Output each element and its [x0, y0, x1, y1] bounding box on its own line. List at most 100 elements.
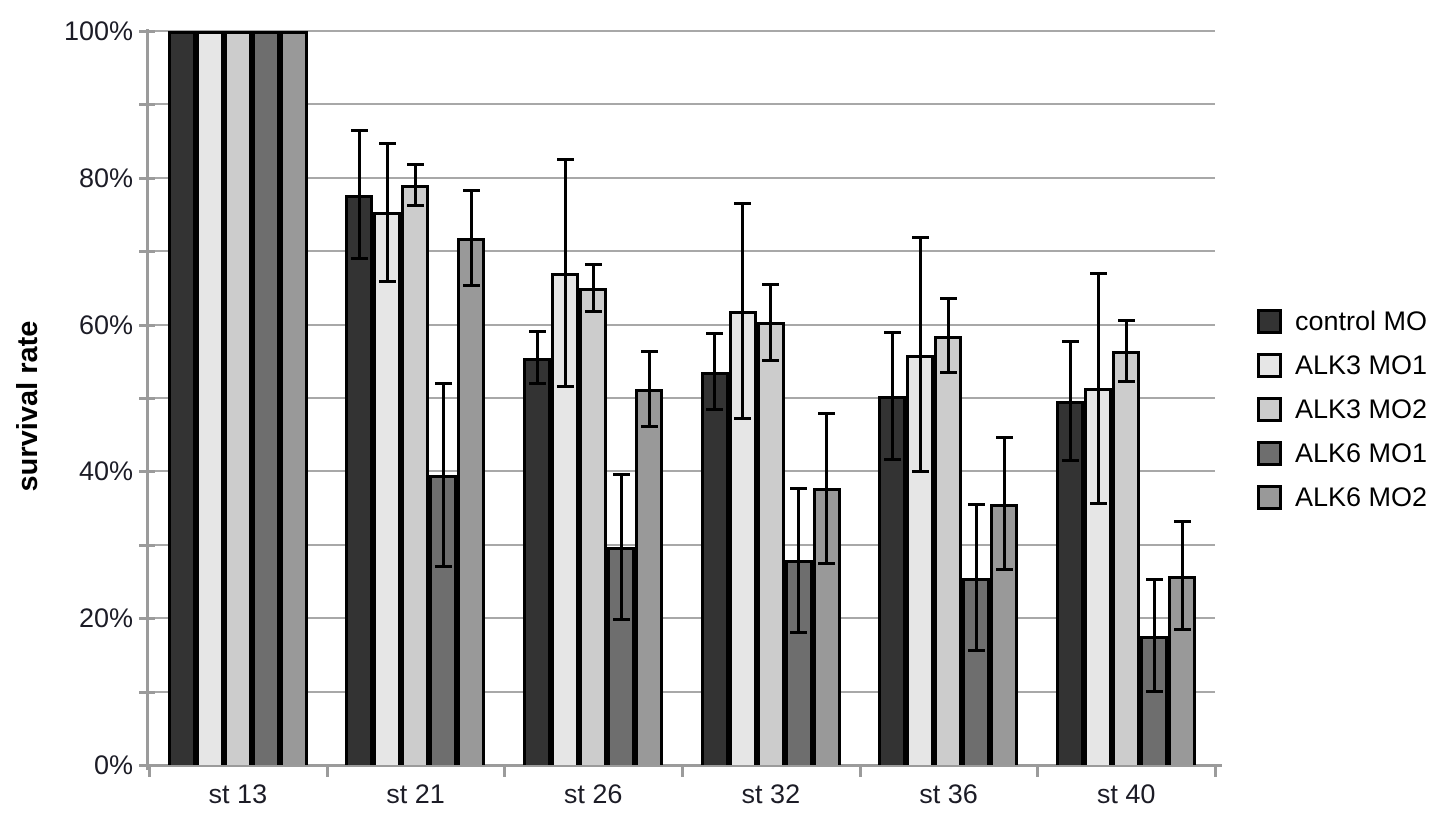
error-bar-cap-top: [1089, 272, 1107, 276]
error-bar-line: [647, 351, 651, 428]
error-bar-line: [974, 504, 978, 652]
error-bar-cap-top: [790, 486, 808, 490]
y-tick-20: [139, 617, 155, 621]
y-tick-label-100%: 100%: [63, 16, 133, 46]
error-bar-cap-top: [1117, 319, 1135, 323]
bar-ALK6-MO1: [251, 31, 280, 765]
legend-label: ALK6 MO2: [1295, 482, 1428, 512]
bar-ALK6-MO2: [635, 389, 664, 765]
error-bar-line: [1124, 320, 1128, 382]
x-tick-4: [858, 765, 862, 777]
y-axis-title: survival rate: [12, 320, 44, 492]
error-bar-cap-bottom: [640, 425, 658, 429]
y-tick-80: [139, 176, 155, 180]
legend-swatch: [1257, 485, 1282, 510]
bar-ALK3-MO2: [934, 335, 963, 765]
error-bar-line: [946, 298, 950, 374]
error-bar-line: [413, 163, 417, 207]
gridline-40: [149, 470, 1215, 473]
error-bar-line: [741, 203, 745, 420]
error-bar-cap-bottom: [1117, 379, 1135, 383]
x-tick-5: [1036, 765, 1040, 777]
bar-control-MO: [700, 371, 729, 765]
error-bar-cap-top: [911, 236, 929, 240]
error-bar-cap-bottom: [350, 257, 368, 261]
error-bar-line: [797, 487, 801, 633]
error-bar-cap-bottom: [967, 649, 985, 653]
y-tick-10: [139, 690, 155, 694]
error-bar-cap-bottom: [584, 310, 602, 314]
error-bar-line: [535, 331, 539, 385]
error-bar-line: [769, 284, 773, 361]
error-bar-cap-top: [350, 129, 368, 133]
error-bar-cap-top: [1173, 520, 1191, 524]
gridline-50: [149, 397, 1215, 399]
x-category-label: st 40: [1096, 779, 1156, 809]
error-bar-cap-top: [378, 141, 396, 145]
error-bar-cap-bottom: [1089, 501, 1107, 505]
legend-swatch: [1257, 441, 1282, 466]
y-tick-label-80%: 80%: [78, 162, 133, 193]
x-category-label: st 13: [208, 779, 268, 809]
error-bar-cap-top: [406, 162, 424, 166]
error-bar-line: [1180, 521, 1184, 630]
bar-group-st-32: [682, 31, 860, 765]
error-bar-cap-top: [995, 435, 1013, 439]
error-bar-cap-bottom: [939, 371, 957, 375]
error-bar-cap-bottom: [818, 561, 836, 565]
legend-item-ALK3-MO1: ALK3 MO1: [1257, 350, 1428, 380]
x-tick-6: [1214, 765, 1217, 777]
legend: control MO ALK3 MO1 ALK3 MO2 ALK6 MO1 ALK6 M…: [1257, 306, 1428, 529]
error-bar-cap-bottom: [762, 358, 780, 362]
y-tick-label-20%: 20%: [78, 603, 133, 634]
gridline-70: [149, 250, 1215, 253]
error-bar-line: [385, 142, 389, 283]
error-bar-cap-top: [640, 350, 658, 354]
error-bar-cap-top: [1145, 578, 1163, 582]
legend-label: ALK3 MO1: [1295, 350, 1428, 380]
bar-group-st-26: [504, 31, 682, 765]
error-bar-cap-bottom: [706, 407, 724, 411]
error-bar-cap-top: [706, 332, 724, 336]
error-bar-line: [563, 159, 567, 387]
x-tick-3: [681, 765, 684, 777]
gridline-60: [149, 323, 1215, 326]
error-bar-line: [591, 263, 595, 313]
error-bar-line: [1002, 436, 1006, 571]
x-tick-0: [148, 765, 151, 777]
x-category-label: st 26: [563, 779, 623, 809]
y-tick-40: [139, 470, 155, 474]
bar-group-st-21: [327, 31, 505, 765]
bar-group-st-40: [1037, 31, 1215, 765]
error-bar-cap-bottom: [1145, 690, 1163, 694]
error-bar-line: [619, 473, 623, 621]
bar-ALK3-MO2: [756, 322, 785, 765]
error-bar-line: [890, 331, 894, 460]
bar-group-st-36: [860, 31, 1038, 765]
error-bar-cap-bottom: [462, 283, 480, 287]
gridline-20: [149, 617, 1215, 620]
error-bar-cap-top: [1061, 339, 1079, 343]
legend-swatch: [1257, 353, 1282, 378]
legend-swatch: [1257, 397, 1282, 422]
error-bar-cap-bottom: [556, 384, 574, 388]
bar-ALK6-MO1: [1140, 635, 1169, 765]
bar-ALK6-MO2: [457, 238, 486, 765]
y-tick-100: [139, 30, 155, 33]
x-category-label: st 36: [919, 779, 978, 809]
plot-area: [149, 30, 1215, 765]
bar-control-MO: [345, 194, 374, 765]
bar-control-MO: [167, 31, 196, 765]
y-tick-90: [139, 103, 155, 107]
y-tick-30: [139, 543, 155, 547]
legend-item-ALK3-MO2: ALK3 MO2: [1257, 394, 1427, 424]
error-bar-line: [1152, 579, 1156, 693]
bar-ALK3-MO2: [1112, 351, 1141, 765]
y-tick-label-40%: 40%: [78, 456, 133, 487]
x-tick-2: [503, 765, 507, 777]
gridline-30: [149, 543, 1215, 546]
legend-label: control MO: [1295, 306, 1428, 336]
error-bar-cap-top: [762, 283, 780, 287]
gridline-90: [149, 103, 1215, 106]
